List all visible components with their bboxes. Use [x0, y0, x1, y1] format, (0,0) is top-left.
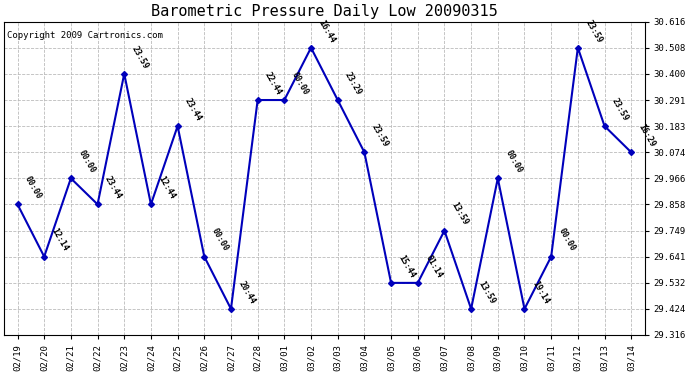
Text: 23:44: 23:44: [183, 96, 204, 123]
Text: 00:00: 00:00: [557, 227, 577, 253]
Text: 16:29: 16:29: [637, 123, 657, 149]
Text: 23:59: 23:59: [584, 18, 604, 44]
Text: 12:14: 12:14: [50, 227, 70, 253]
Text: 16:44: 16:44: [317, 18, 337, 44]
Title: Barometric Pressure Daily Low 20090315: Barometric Pressure Daily Low 20090315: [151, 4, 497, 19]
Text: 15:44: 15:44: [397, 253, 417, 279]
Text: 23:59: 23:59: [370, 123, 391, 149]
Text: 19:14: 19:14: [530, 279, 551, 305]
Text: 23:44: 23:44: [103, 175, 124, 201]
Text: 00:00: 00:00: [290, 70, 310, 96]
Text: 00:00: 00:00: [210, 227, 230, 253]
Text: 23:29: 23:29: [343, 70, 364, 96]
Text: 22:44: 22:44: [263, 70, 284, 96]
Text: 13:59: 13:59: [477, 279, 497, 305]
Text: 23:59: 23:59: [130, 44, 150, 70]
Text: 00:00: 00:00: [23, 175, 43, 201]
Text: 13:59: 13:59: [450, 201, 471, 227]
Text: 00:00: 00:00: [504, 148, 524, 175]
Text: 00:00: 00:00: [77, 148, 97, 175]
Text: 01:14: 01:14: [423, 253, 444, 279]
Text: Copyright 2009 Cartronics.com: Copyright 2009 Cartronics.com: [8, 31, 164, 40]
Text: 23:59: 23:59: [610, 96, 631, 123]
Text: 20:44: 20:44: [237, 279, 257, 305]
Text: 12:44: 12:44: [157, 175, 177, 201]
